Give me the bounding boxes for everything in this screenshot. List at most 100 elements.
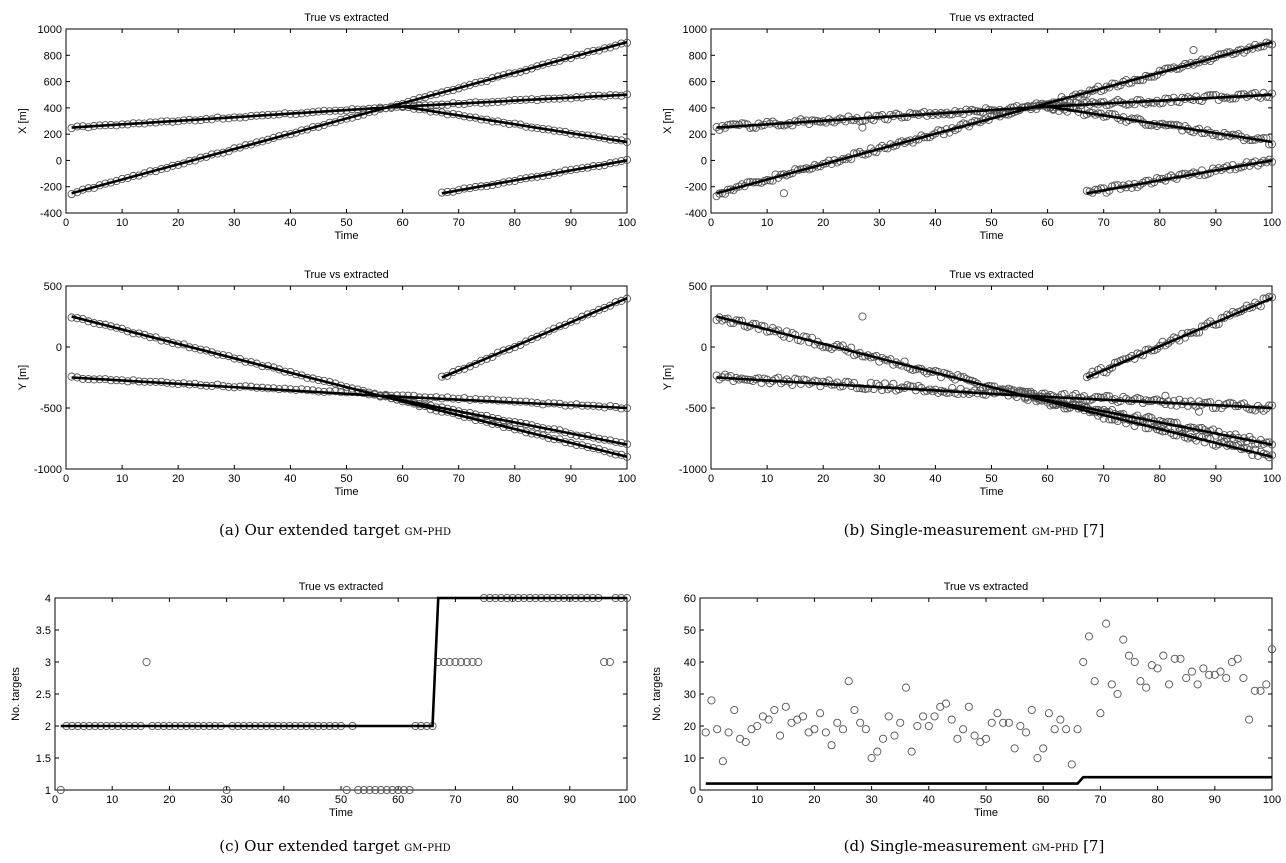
extracted-point — [732, 120, 741, 129]
extracted-point — [1187, 667, 1196, 676]
true-track-line — [716, 93, 1273, 129]
x-tick-label: 20 — [817, 473, 829, 485]
x-tick-label: 40 — [929, 217, 941, 229]
extracted-point — [1079, 657, 1088, 667]
x-tick-label: 30 — [228, 217, 240, 229]
x-tick-label: 0 — [63, 217, 69, 229]
extracted-point — [443, 393, 452, 402]
extracted-point — [959, 389, 968, 398]
x-tick-label: 10 — [106, 794, 118, 806]
extracted-point — [782, 375, 791, 384]
extracted-point — [858, 123, 867, 132]
extracted-point — [964, 702, 973, 711]
true-track-line — [705, 775, 1272, 785]
extracted-point — [813, 377, 822, 386]
extracted-point — [873, 747, 882, 756]
extracted-point — [724, 728, 733, 737]
y-tick-label: 3.5 — [36, 625, 51, 637]
y-tick-label: 60 — [684, 593, 696, 605]
y-tick-label: 800 — [689, 50, 707, 62]
extracted-point — [1107, 680, 1116, 689]
extracted-point — [1159, 651, 1168, 660]
extracted-point — [959, 110, 968, 119]
y-tick-label: 1 — [45, 785, 51, 797]
extracted-point — [1033, 753, 1042, 763]
extracted-point — [764, 715, 773, 724]
x-tick-label: 0 — [52, 794, 58, 806]
extracted-point — [942, 388, 951, 397]
extracted-point — [897, 113, 906, 122]
extracted-point — [474, 657, 483, 667]
x-tick-label: 80 — [1151, 794, 1163, 806]
extracted-point — [1016, 721, 1025, 731]
extracted-point — [468, 657, 477, 667]
extracted-point — [1044, 709, 1053, 718]
extracted-point — [1237, 90, 1246, 99]
extracted-point — [1228, 94, 1237, 103]
true-track-line — [60, 596, 627, 728]
extracted-point — [1082, 98, 1091, 107]
extracted-point — [527, 335, 536, 344]
x-tick-label: 100 — [618, 473, 636, 485]
true-track-line — [402, 105, 628, 144]
y-tick-label: 20 — [684, 721, 696, 733]
extracted-point — [827, 741, 836, 750]
y-tick-label: -500 — [685, 403, 707, 415]
extracted-point — [774, 121, 783, 130]
y-tick-label: 400 — [44, 103, 62, 115]
y-tick-label: 200 — [689, 129, 707, 141]
x-tick-label: 50 — [335, 794, 347, 806]
extracted-point — [1267, 401, 1277, 410]
extracted-point — [953, 390, 962, 399]
extracted-point — [1170, 654, 1179, 663]
x-tick-label: 50 — [985, 217, 997, 229]
y-tick-label: -1000 — [679, 464, 707, 476]
caption-a-label: (a) Our extended target — [219, 521, 400, 539]
x-tick-label: 40 — [929, 473, 941, 485]
extracted-point — [919, 712, 928, 721]
caption-d: (d) Single-measurement gm-phd [7] — [844, 837, 1105, 855]
plot-frame — [699, 597, 1273, 791]
true-track-line — [1024, 394, 1273, 446]
x-tick-label: 20 — [808, 794, 820, 806]
extracted-point — [1178, 170, 1187, 179]
extracted-point — [1233, 654, 1242, 663]
chart-title: True vs extracted — [944, 581, 1029, 593]
extracted-point — [1216, 667, 1225, 676]
caption-c-method: gm-phd — [404, 839, 451, 855]
extracted-point — [280, 384, 289, 393]
extracted-point — [1193, 680, 1202, 689]
chart-title: True vs extracted — [299, 581, 384, 593]
extracted-point — [1027, 705, 1036, 715]
x-tick-label: 0 — [63, 473, 69, 485]
x-tick-label: 30 — [865, 794, 877, 806]
y-tick-label: -1000 — [34, 464, 62, 476]
y-axis-label: X [m] — [662, 108, 674, 134]
x-tick-label: 30 — [873, 473, 885, 485]
x-axis-label: Time — [979, 230, 1003, 242]
x-tick-label: 60 — [1037, 794, 1049, 806]
extracted-point — [1239, 673, 1248, 683]
extracted-point — [777, 379, 786, 388]
y-tick-label: -200 — [685, 182, 707, 194]
y-tick-label: 4 — [45, 593, 51, 605]
extracted-point — [1004, 718, 1013, 727]
x-axis-label: Time — [979, 486, 1003, 498]
extracted-point — [1192, 402, 1201, 411]
extracted-point — [730, 705, 739, 715]
extracted-point — [1010, 744, 1019, 753]
extracted-point — [713, 725, 722, 734]
x-tick-label: 0 — [708, 217, 714, 229]
extracted-point — [399, 785, 408, 795]
extracted-point — [451, 657, 460, 667]
extracted-point — [56, 785, 65, 795]
true-track-line — [1047, 105, 1273, 144]
chart-c_n: 0 10 20 30 40 50 60 70 80 90 100 1 1.5 2 2.5 3 3.5 4 True … — [10, 581, 636, 819]
extracted-point — [830, 118, 839, 127]
extracted-point — [1164, 680, 1174, 689]
extracted-point — [505, 396, 514, 405]
x-tick-label: 90 — [1209, 794, 1221, 806]
extracted-point — [533, 332, 542, 341]
x-tick-label: 10 — [116, 473, 128, 485]
extracted-point — [1256, 686, 1265, 695]
